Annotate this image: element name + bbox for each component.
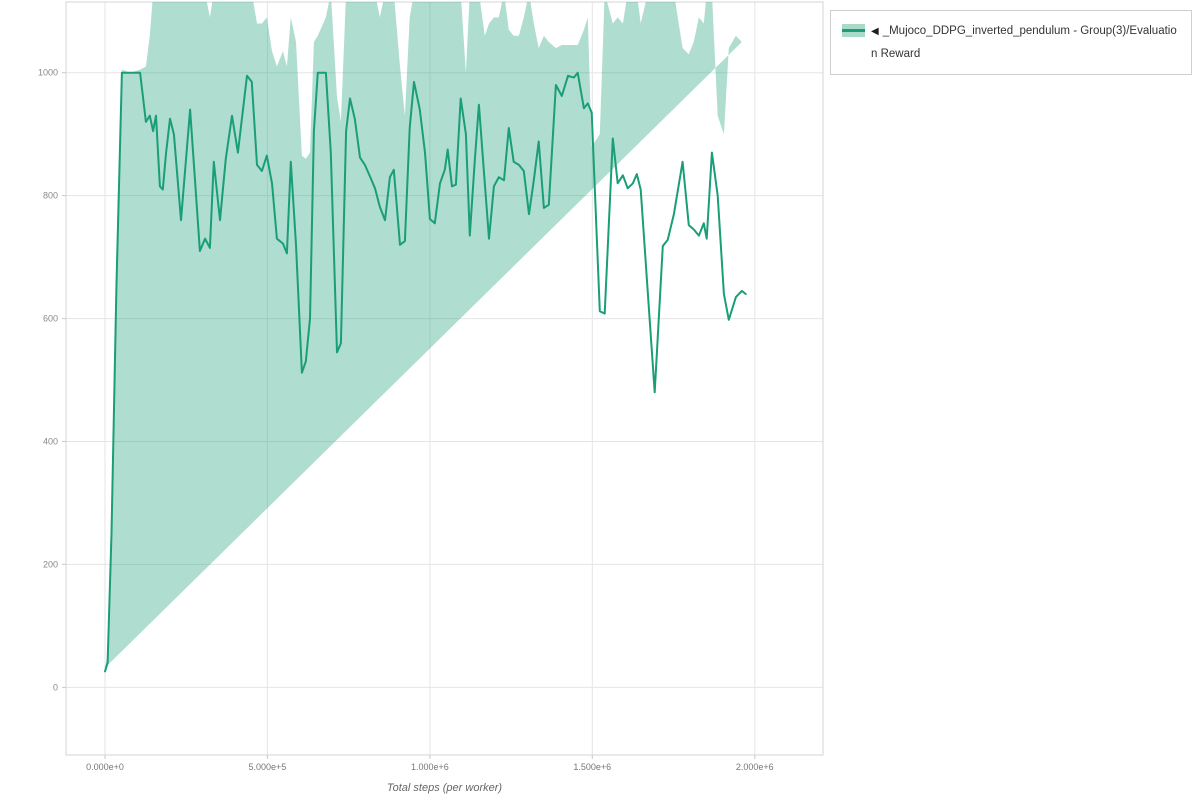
series-name: _Mujoco_DDPG_inverted_pendulum - Group(3… — [871, 25, 1177, 60]
x-axis-title: Total steps (per worker) — [386, 782, 503, 794]
svg-text:200: 200 — [43, 559, 58, 569]
svg-text:1.500e+6: 1.500e+6 — [573, 762, 611, 772]
svg-text:400: 400 — [43, 437, 58, 447]
legend: ◀ _Mujoco_DDPG_inverted_pendulum - Group(… — [830, 10, 1192, 75]
legend-label: ◀ _Mujoco_DDPG_inverted_pendulum - Group(… — [871, 20, 1180, 65]
svg-text:5.000e+5: 5.000e+5 — [249, 762, 287, 772]
svg-text:0: 0 — [53, 682, 58, 692]
svg-text:1000: 1000 — [38, 68, 58, 78]
series-swatch-icon — [842, 24, 865, 37]
svg-text:1.000e+6: 1.000e+6 — [411, 762, 449, 772]
svg-text:800: 800 — [43, 191, 58, 201]
collapse-triangle-icon[interactable]: ◀ — [871, 26, 879, 37]
svg-text:2.000e+6: 2.000e+6 — [736, 762, 774, 772]
svg-text:0.000e+0: 0.000e+0 — [86, 762, 124, 772]
svg-text:600: 600 — [43, 314, 58, 324]
legend-item-evaluation-reward[interactable]: ◀ _Mujoco_DDPG_inverted_pendulum - Group(… — [842, 20, 1180, 65]
